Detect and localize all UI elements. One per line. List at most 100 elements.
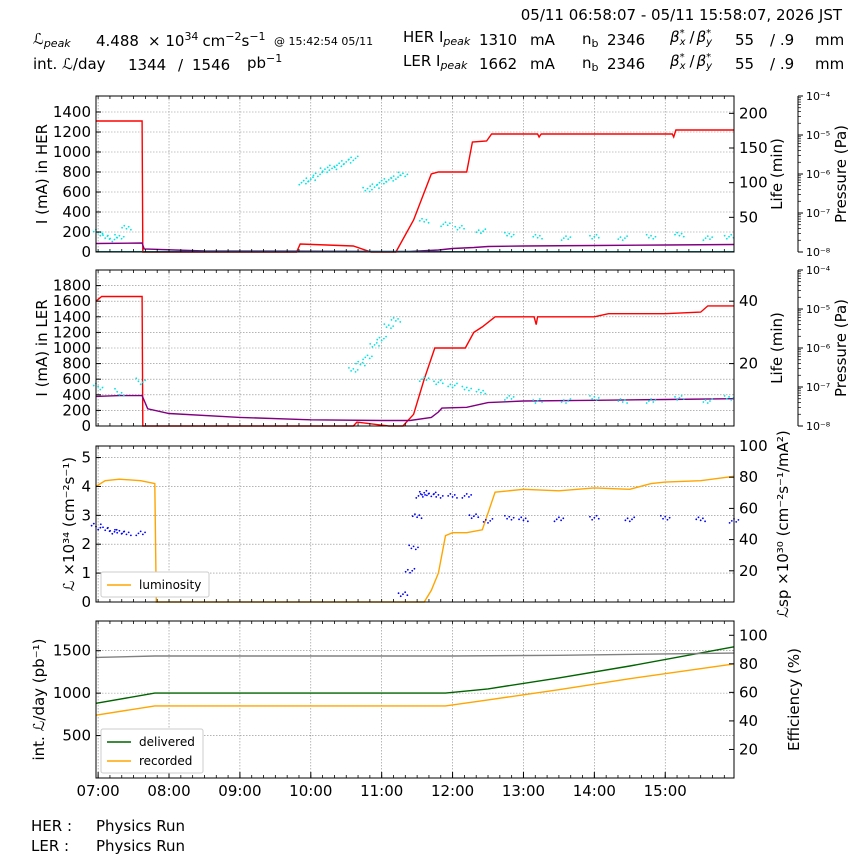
ler-ytick-label: 0 [81,417,91,435]
integrated-luminosity-row: int. ℒ/day 1344 / 1546 pb−1 [33,52,282,74]
her-series-3-point [392,179,395,182]
her-series-3-point [503,231,506,234]
her-series-3-point [101,232,104,235]
lumi-series-1-point [397,592,400,595]
lumi-series-1-point [470,517,473,520]
luminosity-panel: 0 1 2 3 4 5ℒ ×10³⁴ (cm⁻²s⁻¹) 20 40 60 80 100 ℒsp ×1… [60,430,792,618]
ler-series-2-point [425,379,428,382]
her-unit: mA [530,31,556,49]
int-lumi-recorded: 1546 [192,56,230,74]
ler-series-2-point [141,381,144,384]
her-series-3-point [477,229,480,232]
lumi-series-1-point [664,515,667,518]
svg-text:β*x/β*y: β* x / β* y [669,28,713,48]
lumi-series-1-point [728,521,731,524]
int-lumi-delivered: 1344 [128,56,166,74]
her-series-3-point [480,232,482,235]
integrated-luminosity-panel: 500 1000 1500 int. ℒ/day (pb⁻¹) 20 40 60 80 100 E… [30,620,803,800]
her-summary-row: HER Ipeak 1310 mA nb 2346 β* x / β* y 55 / .… [403,28,844,50]
intlumi-xtick-label: 09:00 [218,782,261,800]
lumi-peak-exp: 34 [184,30,198,43]
lumi-series-1-point [449,493,452,495]
her-series-3-point [711,236,714,239]
her-series-3-point [349,161,352,164]
lumi-series-1-point [512,516,515,519]
ler-series-2-point [674,396,676,398]
her-series-3-point [456,228,459,231]
her-beta-x-value: 55 [735,31,754,49]
ler-series-2-point [350,369,353,372]
ler-series-2-point [382,337,385,340]
ler-series-2-point [565,402,567,404]
lumi-series-1-point [453,494,456,496]
lumi-series-1-point [628,520,631,523]
lumi-legend-box [100,571,210,598]
her-series-3-point [404,175,407,178]
ler-series-2-point [461,385,464,388]
her-series-3-point [122,235,125,238]
lumi-series-1-point [465,493,468,495]
lumi-series-1-point [129,534,132,537]
lumi-peak-value: 4.488 [96,32,139,50]
her-series-3-point [723,234,726,237]
lumi-peak-time: @ 15:42:54 05/11 [274,35,373,48]
her-series-3-point [350,156,353,159]
her-series-3-point [378,187,380,190]
lumi-series-1-point [399,595,402,598]
her-series-3-point [512,233,515,236]
her-beta-x-star: * [680,28,685,39]
lumi-series-1-point [456,497,458,499]
her-series-3-point [482,230,485,233]
her-series-3-point [109,237,112,240]
ler-series-2-point [449,383,452,386]
intlumi-series-recorded [95,663,735,716]
ler-series-2-point [569,398,572,400]
lumi-series-1-point [430,495,433,498]
her-ytick-label: 1000 [53,143,91,161]
ler-sub: peak [439,59,467,72]
svg-text:nb: nb [582,54,599,74]
her-beta-x: β [669,28,680,46]
lumi-series-1-point [413,567,416,570]
ler-beta-unit: mm [815,55,844,73]
lumi-series-1-point [414,548,417,551]
her-series-3-point [376,183,379,186]
her-series-3-point [123,224,126,227]
her-series-3-point [99,234,102,237]
lumi-series-1-point [451,496,454,498]
her-series-3-point [345,160,348,163]
ler-series-2-point [366,354,369,357]
ler-beta-y-sub: y [705,61,713,72]
lumi-series-1-point [135,534,138,537]
lumi-series-1-point [423,491,426,494]
ler-series-2-point [371,345,374,348]
her-series-3-point [331,167,333,170]
intlumi-xtick-label: 11:00 [360,782,403,800]
her-series-3-point [326,166,329,169]
ler-series-2-point [728,396,730,398]
ler-pressure-tick-label: 10⁻⁷ [806,381,830,394]
her-value: 1310 [479,31,517,49]
lumi-series-1-point [118,529,121,532]
ler-series-2-point [376,338,379,341]
her-series-3-point [446,224,449,227]
lumi-series-1-point [416,516,419,519]
ler-series-2-point [368,357,371,360]
her-series-3-point [120,237,123,240]
ler-ytick-label: 800 [62,355,91,373]
lumi-series-1 [90,489,740,598]
her-series-3-point [309,178,312,181]
her-series-3-point [442,223,445,226]
lumi-series-1-point [553,520,556,523]
ler-series-2-point [477,388,480,391]
her-series-3-point [674,233,676,236]
her-series-3-point [305,182,307,185]
her-series-3-point [650,234,652,237]
ler-series-2-point [730,399,733,401]
lumi-series-1-point [418,490,421,493]
her-series-3-point [102,234,104,237]
ler-series-2-point [567,400,570,402]
ler-beta-x: β [669,52,680,70]
ler-series-2-point [369,342,372,345]
ler-ytick-label: 1600 [53,292,91,310]
